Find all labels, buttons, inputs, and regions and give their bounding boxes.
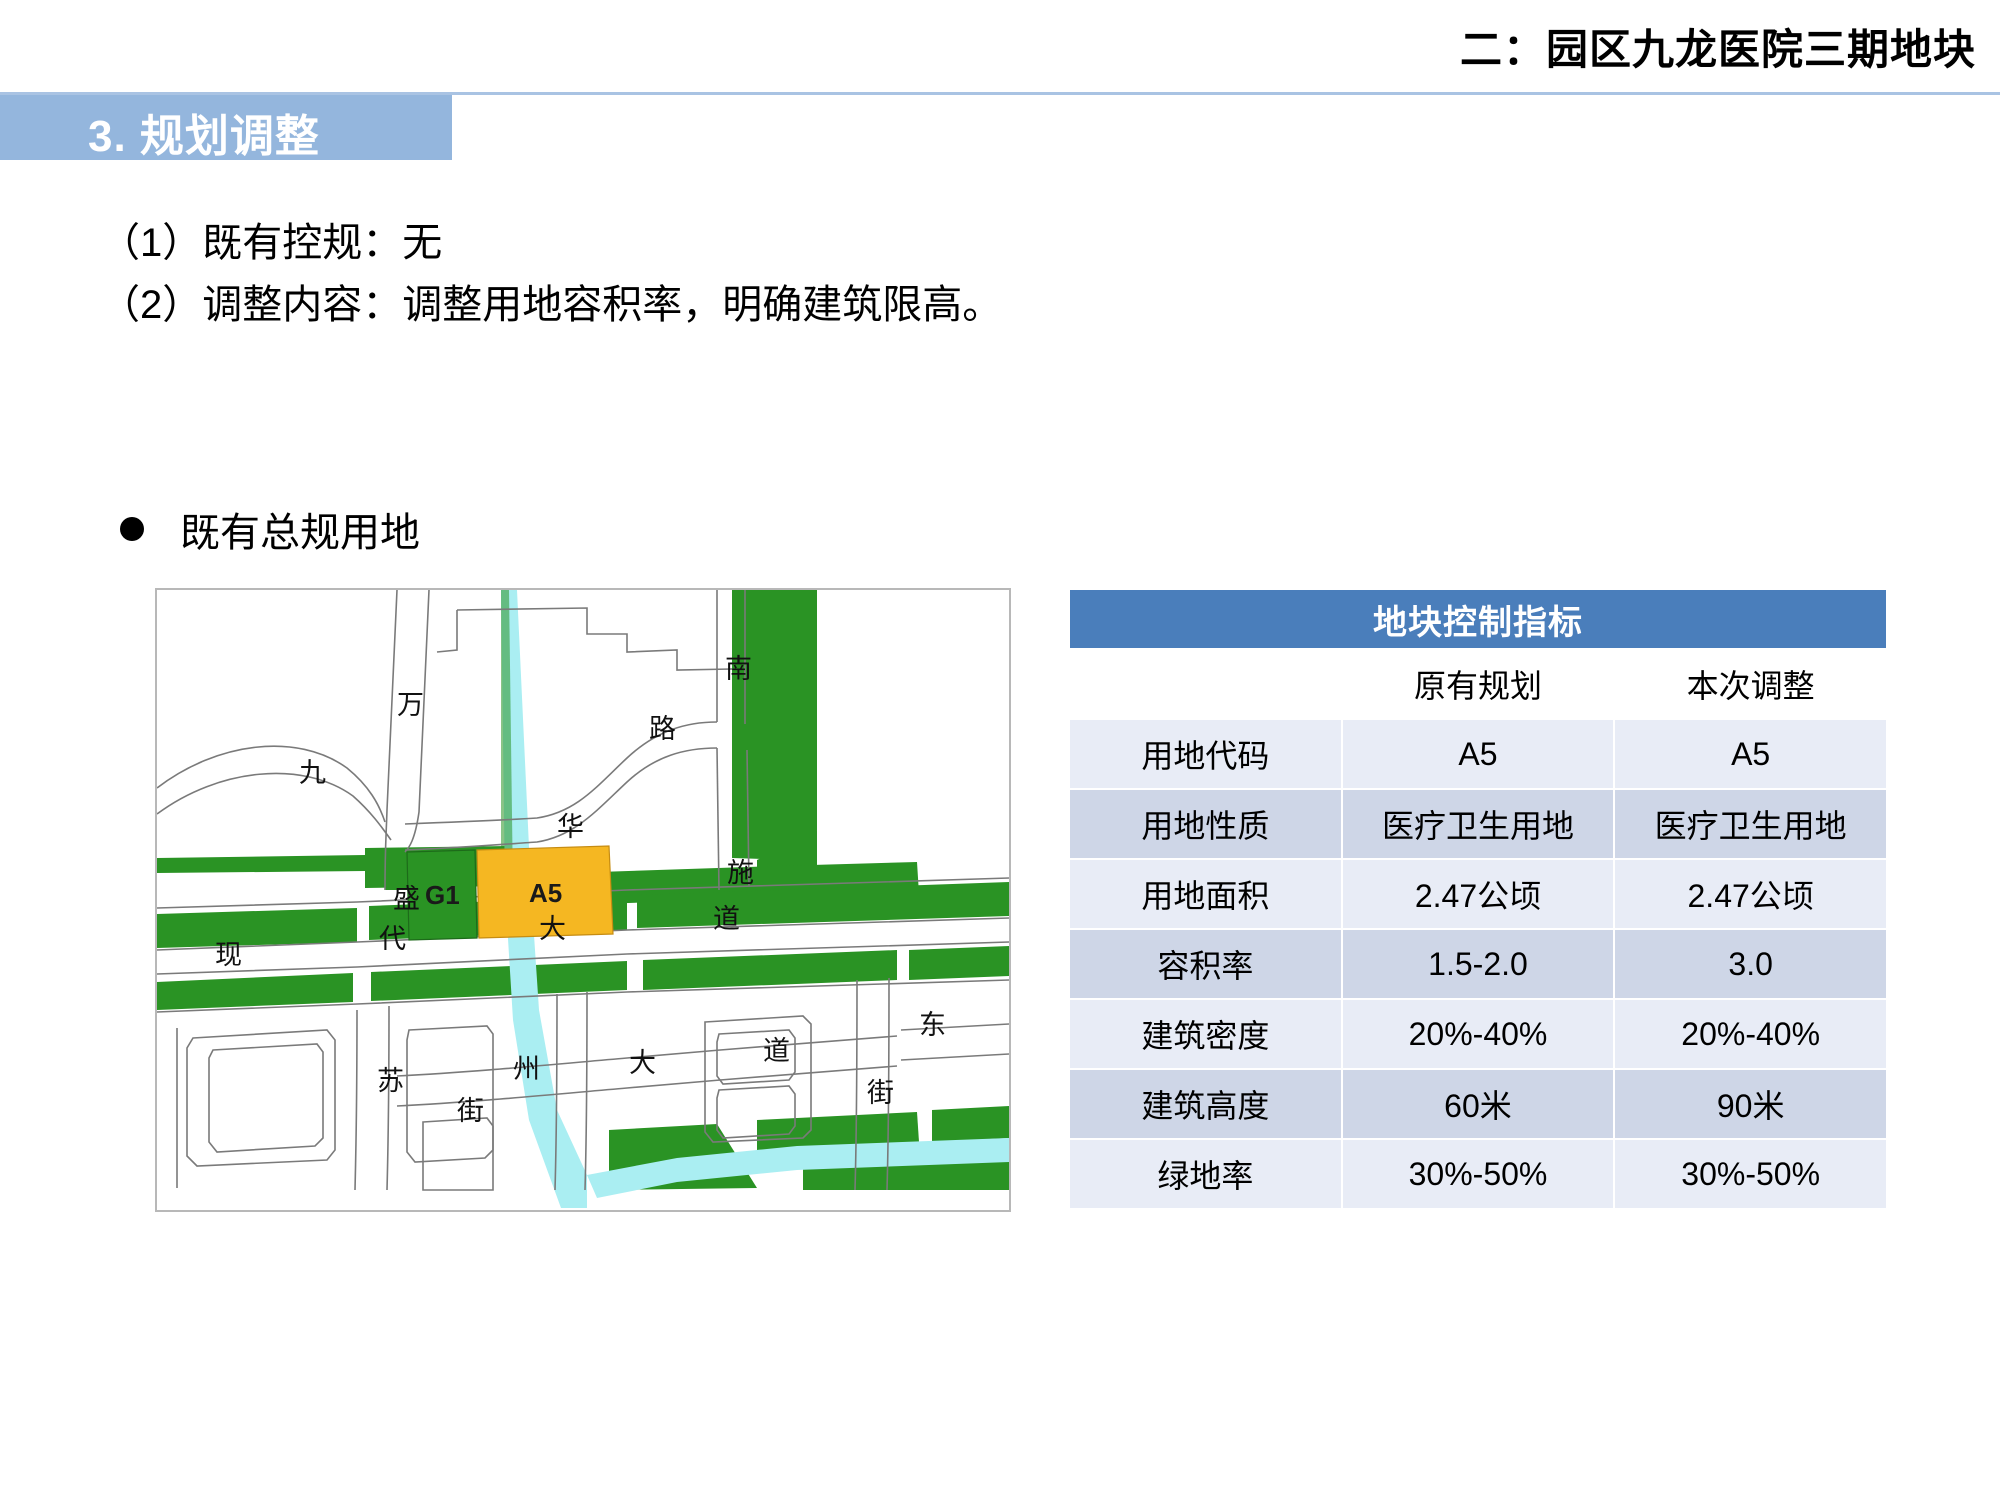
map-label-jie-1: 街: [867, 1078, 894, 1108]
row-adjusted: 30%-50%: [1615, 1140, 1886, 1208]
row-adjusted: A5: [1615, 720, 1886, 788]
column-header-adjusted: 本次调整: [1686, 668, 1815, 704]
row-adjusted: 2.47公顷: [1615, 860, 1886, 928]
map-label-da-1: 大: [539, 914, 566, 944]
row-original: 医疗卫生用地: [1342, 790, 1614, 858]
table-row: 用地面积 2.47公顷 2.47公顷: [1070, 860, 1886, 928]
map-label-jiu: 九: [299, 758, 326, 788]
map-label-nan: 南: [725, 654, 752, 684]
table-row: 用地代码 A5 A5: [1070, 720, 1886, 788]
row-original: 1.5-2.0: [1342, 930, 1614, 998]
row-label: 建筑高度: [1070, 1070, 1341, 1138]
column-header-blank: [1070, 650, 1341, 718]
map-label-dai: 代: [379, 924, 406, 954]
table-row: 建筑密度 20%-40% 20%-40%: [1070, 1000, 1886, 1068]
bullet-label: 既有总规用地: [180, 511, 420, 555]
section-banner-background: [0, 95, 452, 160]
map-label-dong: 东: [919, 1010, 946, 1040]
indicator-table: 地块控制指标 原有规划 本次调整 用地代码 A5 A5 用地性质 医疗卫生用地 …: [1068, 588, 1888, 1210]
bullet-row-existing-landuse: 既有总规用地: [120, 500, 420, 558]
map-label-dao-1: 道: [713, 904, 740, 934]
map-waterway: [501, 590, 1009, 1208]
row-label: 用地面积: [1070, 860, 1341, 928]
row-adjusted: 20%-40%: [1615, 1000, 1886, 1068]
map-label-zhou: 州: [513, 1054, 540, 1084]
indicator-table-head: 地块控制指标 原有规划 本次调整: [1070, 590, 1886, 718]
map-label-sheng: 盛: [393, 884, 420, 914]
landuse-map: G1 A5 万 九 华 盛 南 路 施 现 代 大 道 苏 州 大 道 东 街 …: [155, 588, 1011, 1212]
row-adjusted-highlighted: 90米: [1615, 1070, 1886, 1138]
indicator-table-wrapper: 地块控制指标 原有规划 本次调整 用地代码 A5 A5 用地性质 医疗卫生用地 …: [1068, 588, 1888, 1210]
row-label: 建筑密度: [1070, 1000, 1341, 1068]
map-label-hua: 华: [557, 812, 584, 842]
map-parcel-a5: [476, 845, 614, 939]
map-road-network: [157, 590, 1009, 1191]
row-original: 2.47公顷: [1342, 860, 1614, 928]
map-label-da-2: 大: [629, 1048, 656, 1078]
body-line-1: （1）既有控规：无: [100, 221, 443, 265]
map-label-shi: 施: [727, 858, 754, 888]
indicator-table-column-row: 原有规划 本次调整: [1070, 650, 1886, 718]
map-parcel-g1: [406, 849, 478, 941]
map-label-wan: 万: [397, 690, 424, 720]
map-parcel-label-a5: A5: [529, 878, 562, 908]
row-adjusted: 医疗卫生用地: [1615, 790, 1886, 858]
row-adjusted-highlighted: 3.0: [1615, 930, 1886, 998]
column-header-original: 原有规划: [1413, 668, 1542, 704]
indicator-table-body: 用地代码 A5 A5 用地性质 医疗卫生用地 医疗卫生用地 用地面积 2.47公…: [1070, 720, 1886, 1208]
row-original: 20%-40%: [1342, 1000, 1614, 1068]
body-paragraphs: （1）既有控规：无 （2）调整内容：调整用地容积率，明确建筑限高。: [100, 212, 1002, 336]
landuse-map-svg: G1 A5 万 九 华 盛 南 路 施 现 代 大 道 苏 州 大 道 东 街 …: [157, 590, 1009, 1210]
bullet-dot-icon: [120, 517, 144, 541]
section-banner-title: 3. 规划调整: [88, 112, 320, 161]
page-header-title: 二：园区九龙医院三期地块: [1459, 26, 1976, 73]
row-label: 容积率: [1070, 930, 1341, 998]
map-parcel-label-g1: G1: [425, 880, 460, 910]
table-row: 容积率 1.5-2.0 3.0: [1070, 930, 1886, 998]
map-label-xian: 现: [215, 940, 242, 970]
row-label: 用地代码: [1070, 720, 1341, 788]
row-original: A5: [1342, 720, 1614, 788]
table-row: 建筑高度 60米 90米: [1070, 1070, 1886, 1138]
row-label: 绿地率: [1070, 1140, 1341, 1208]
map-label-su: 苏: [377, 1066, 404, 1096]
row-label: 用地性质: [1070, 790, 1341, 858]
indicator-table-title-row: 地块控制指标: [1070, 590, 1886, 648]
row-original: 60米: [1342, 1070, 1614, 1138]
map-label-lu: 路: [649, 714, 676, 744]
map-parcels: [406, 845, 614, 941]
table-row: 用地性质 医疗卫生用地 医疗卫生用地: [1070, 790, 1886, 858]
map-road-labels: 万 九 华 盛 南 路 施 现 代 大 道 苏 州 大 道 东 街 街: [215, 654, 946, 1126]
table-row: 绿地率 30%-50% 30%-50%: [1070, 1140, 1886, 1208]
map-label-jie-2: 街: [457, 1096, 484, 1126]
map-label-dao-2: 道: [763, 1036, 790, 1066]
body-line-2: （2）调整内容：调整用地容积率，明确建筑限高。: [100, 283, 1003, 327]
header-divider-rule: [0, 92, 2000, 95]
indicator-table-title: 地块控制指标: [1070, 590, 1886, 648]
row-original: 30%-50%: [1342, 1140, 1614, 1208]
